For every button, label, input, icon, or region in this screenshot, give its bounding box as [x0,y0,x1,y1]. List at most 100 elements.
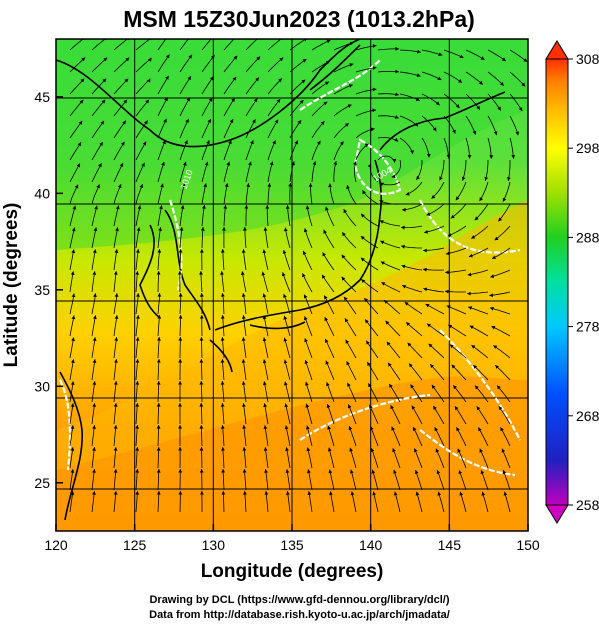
streamline-arrowhead [115,227,119,232]
streamline-arrowhead [272,140,276,145]
streamline-arrowhead [136,249,140,253]
streamline-arrowhead [261,271,266,276]
streamline-arrowhead [232,76,237,81]
streamline-arrowhead [269,161,274,166]
streamline-arrowhead [93,227,98,232]
streamline-arrowhead [113,425,118,429]
streamline-arrowhead [299,100,304,104]
streamline-arrowhead [438,52,443,56]
streamline-arrowhead [480,470,485,475]
streamline-arrowhead [476,105,480,110]
streamline [69,337,75,359]
streamline-arrowhead [302,250,307,255]
y-tick-label: 35 [34,282,50,298]
streamline-arrowhead [497,106,501,111]
streamline-arrowhead [305,205,310,210]
streamline-arrowhead [450,214,455,219]
streamline [91,99,106,117]
streamline-arrowhead [414,122,419,127]
streamline [333,84,353,95]
streamline-arrowhead [416,73,421,77]
streamline-arrowhead [434,427,438,432]
streamline-arrowhead [402,285,406,289]
streamline-arrowhead [222,227,226,231]
streamline [286,447,291,469]
streamline-arrowhead [426,212,431,216]
streamline [91,381,96,403]
streamline-arrowhead [209,76,214,81]
x-tick-label: 120 [44,537,68,553]
streamline-arrowhead [491,326,496,330]
streamline-arrowhead [349,41,354,46]
streamline-arrowhead [493,345,498,349]
streamline-arrowhead [157,315,162,319]
streamline-arrowhead [425,304,430,308]
streamline-arrowhead [304,294,308,299]
streamline-arrowhead [156,425,161,429]
streamline-arrowhead [394,137,399,142]
credit-line-data: Data from http://database.rish.kyoto-u.a… [149,609,450,621]
streamline-arrowhead [325,206,329,211]
streamline-arrowhead [467,155,472,159]
streamline-arrowhead [497,385,501,390]
streamline-arrowhead [326,382,330,387]
streamline-arrowhead [229,119,234,124]
streamline-arrowhead [401,225,405,230]
streamline-arrowhead [372,44,377,48]
streamline [346,185,357,205]
colorbar-tick-label: 288 [576,229,599,245]
streamline [69,205,76,227]
colorbar-top-arrow [545,40,569,60]
streamline-arrowhead [320,121,325,126]
streamline [362,189,379,205]
streamline-arrowhead [185,118,189,123]
streamline-arrowhead [282,250,287,254]
streamline-arrowhead [297,120,302,125]
streamline-arrowhead [220,359,225,363]
streamline-arrowhead [346,361,350,366]
streamline [69,447,74,469]
streamline-arrowhead [137,205,142,210]
streamline-arrowhead [501,448,506,453]
streamline-arrowhead [199,359,204,363]
streamline-arrowhead [100,120,104,125]
streamline-arrowhead [179,227,184,231]
streamline [381,281,401,293]
streamline-arrowhead [114,293,119,297]
streamline [243,249,247,271]
streamline [379,220,401,227]
streamline [416,491,423,513]
streamline [303,294,313,315]
streamline-arrowhead [92,403,97,407]
streamline-arrowhead [178,293,183,297]
streamline-arrowhead [125,57,130,62]
streamline [135,141,147,161]
x-axis: 120 125 130 135 140 145 150 [44,524,540,553]
streamline-arrowhead [267,183,272,187]
streamline-arrowhead [481,491,486,496]
streamline-arrowhead [122,120,126,125]
credit-line-drawing: Drawing by DCL (https://www.gfd-dennou.o… [149,594,450,606]
streamline-arrowhead [98,163,102,168]
streamline [91,57,108,73]
streamline-arrowhead [135,425,140,429]
streamline-arrowhead [326,404,331,408]
streamline-arrowhead [178,491,183,495]
streamline-arrowhead [384,300,389,304]
streamline-arrowhead [93,315,97,320]
streamline [113,39,128,51]
streamline-arrowhead [446,305,451,309]
streamline-arrowhead [322,252,326,257]
streamline-arrowhead [365,319,369,324]
streamline-arrowhead [410,384,414,389]
streamline-arrowhead [99,142,103,146]
streamline-arrowhead [113,403,118,407]
streamline-arrowhead [468,306,473,310]
streamline-arrowhead [253,98,258,103]
streamline-arrowhead [328,183,332,188]
streamline [221,359,225,381]
streamline [69,469,74,491]
streamline-arrowhead [432,127,437,132]
streamline-arrowhead [199,271,203,275]
streamline-arrowhead [304,338,308,343]
